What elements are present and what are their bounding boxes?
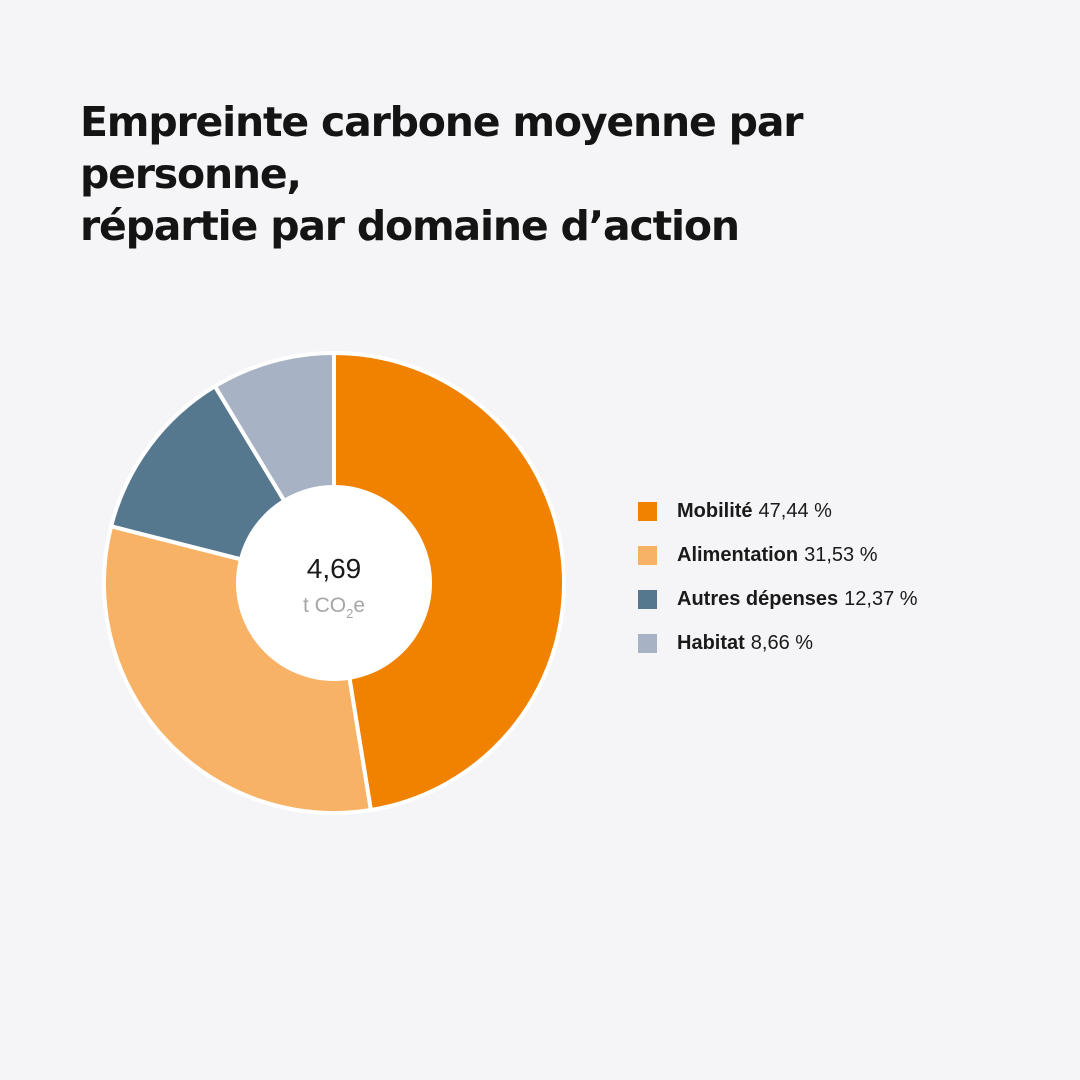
legend-item-alimentation: Alimentation 31,53 % — [638, 544, 1058, 566]
donut-hole — [236, 485, 432, 681]
legend-value: 12,37 % — [844, 587, 918, 610]
chart-title-line-1: Empreinte carbone moyenne par personne, — [80, 98, 804, 198]
legend-swatch — [638, 501, 657, 521]
center-total-value: 4,69 — [307, 553, 362, 584]
legend-swatch — [638, 545, 657, 565]
legend-value: 31,53 % — [804, 543, 878, 566]
legend-swatch — [638, 589, 657, 609]
legend-label: Mobilité — [677, 499, 753, 522]
legend-item-habitat: Habitat 8,66 % — [638, 632, 1058, 654]
legend-label: Autres dépenses — [677, 587, 839, 610]
center-unit-suffix: e — [353, 594, 365, 617]
center-unit-subscript: 2 — [346, 606, 353, 621]
chart-title-line-2: répartie par domaine d’action — [80, 202, 740, 250]
center-total-unit: t CO2e — [303, 594, 365, 621]
legend-label: Habitat — [677, 631, 745, 654]
chart-legend: Mobilité 47,44 % Alimentation 31,53 % Au… — [638, 500, 1058, 676]
legend-label: Alimentation — [677, 543, 799, 566]
legend-value: 47,44 % — [758, 499, 832, 522]
legend-item-mobilite: Mobilité 47,44 % — [638, 500, 1058, 522]
chart-title: Empreinte carbone moyenne par personne, … — [80, 96, 1020, 252]
donut-slice-mobilite — [332, 351, 566, 813]
center-unit-prefix: t CO — [303, 594, 346, 617]
legend-value: 8,66 % — [750, 631, 814, 654]
legend-item-autres-depenses: Autres dépenses 12,37 % — [638, 588, 1058, 610]
legend-swatch — [638, 633, 657, 653]
